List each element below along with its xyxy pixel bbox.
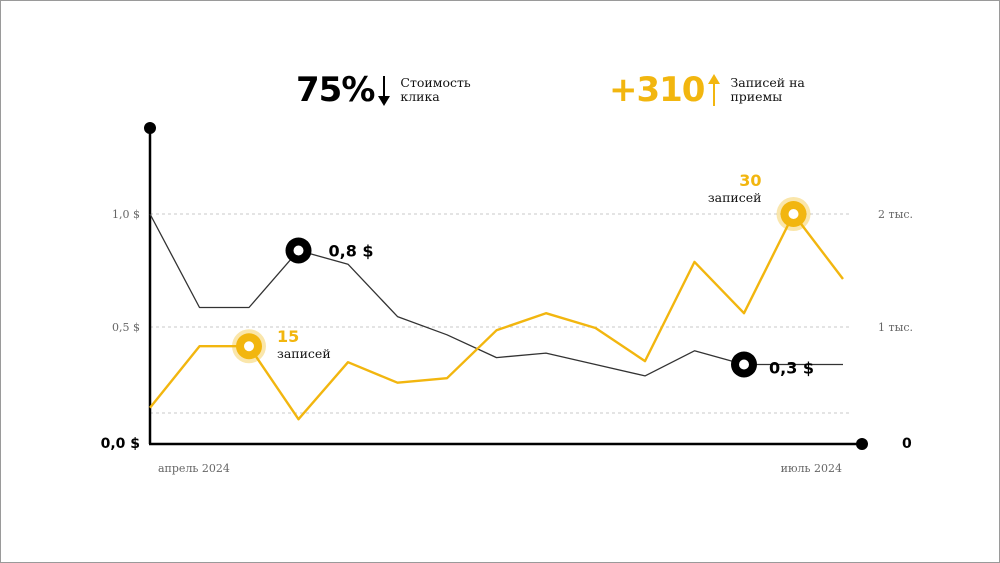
x-tick-label: июль 2024: [781, 462, 842, 475]
annotation-value: 30: [739, 171, 761, 190]
annotation-sub: записей: [277, 346, 331, 361]
annotation-sub: записей: [708, 190, 762, 205]
grid-lines: [150, 213, 852, 414]
series-line-0: [149, 213, 843, 377]
y-axis-end-dot: [144, 122, 156, 134]
annotation-value: 15: [277, 327, 299, 346]
kpi-value: +310: [609, 70, 705, 110]
y-right-tick-label: 1 тыс.: [878, 321, 913, 334]
y-right-tick-label: 0: [902, 436, 912, 452]
x-tick-label: апрель 2024: [158, 462, 230, 475]
marker-center: [739, 359, 749, 370]
marker-center: [788, 209, 799, 219]
axes: [144, 122, 868, 450]
y-right-tick-label: 2 тыс.: [878, 208, 913, 221]
kpi-value: 75%: [296, 70, 375, 110]
annotation-value: 0,3 $: [769, 358, 814, 377]
kpi-appointments: +310 Записей на приемы: [609, 70, 830, 110]
marker-center: [293, 245, 304, 256]
arrow-down-icon: [378, 76, 391, 106]
y-left-tick-label: 1,0 $: [112, 208, 140, 221]
kpi-label: Стоимость клика: [400, 75, 471, 104]
arrow-up-icon: [708, 74, 721, 106]
series-line-1: [149, 212, 844, 421]
y-left-tick-label: 0,0 $: [101, 436, 140, 452]
y-left-tick-label: 0,5 $: [112, 321, 140, 334]
series-lines: [149, 212, 844, 421]
marker-center: [244, 341, 254, 352]
annotation-value: 0,8 $: [329, 241, 374, 260]
kpi-label: Записей на приемы: [730, 75, 805, 104]
tick-labels: 1,0 $ 0,5 $ 0,0 $ 2 тыс. 1 тыс. 0 апрель 2024 и…: [101, 208, 913, 475]
x-axis-end-dot: [856, 438, 868, 450]
kpi-cost-per-click: 75% Стоимость клика: [296, 70, 500, 110]
